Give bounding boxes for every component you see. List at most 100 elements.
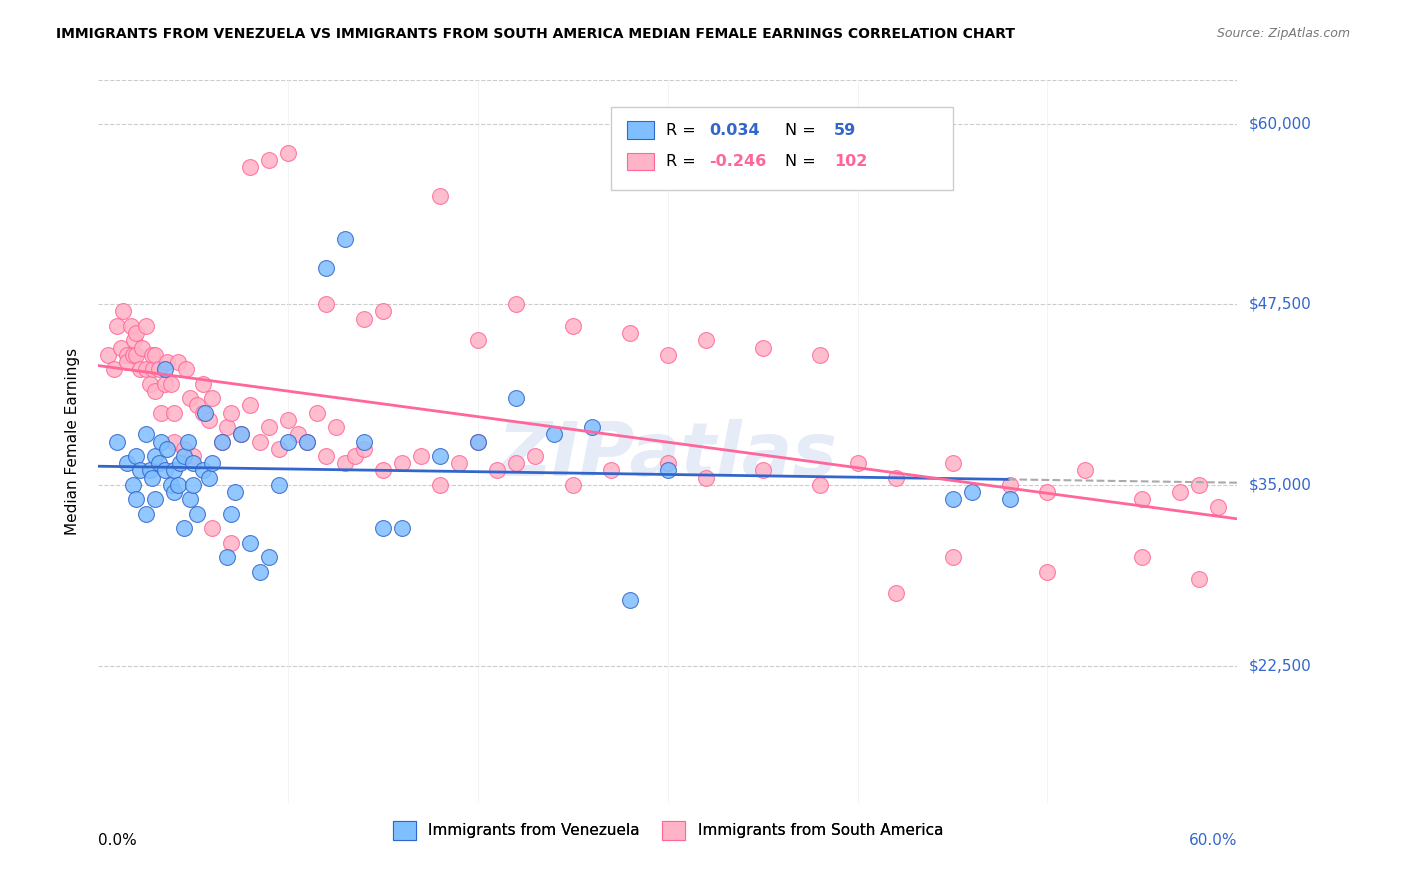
Point: [138, 463, 160, 477]
Point: [186, 398, 208, 412]
Point: [167, 478, 190, 492]
Point: [371, 521, 394, 535]
Point: [1132, 550, 1154, 565]
Point: [125, 449, 148, 463]
Point: [695, 334, 717, 348]
Point: [249, 565, 271, 579]
Point: [150, 434, 173, 449]
Point: [371, 304, 394, 318]
Point: [998, 478, 1021, 492]
Point: [153, 376, 176, 391]
Point: [176, 434, 198, 449]
Point: [884, 470, 907, 484]
Point: [467, 434, 489, 449]
Point: [1036, 565, 1059, 579]
Point: [1074, 463, 1097, 477]
Point: [353, 442, 375, 456]
Point: [581, 420, 603, 434]
Point: [183, 456, 205, 470]
Point: [505, 297, 527, 311]
Point: [335, 456, 357, 470]
Point: [325, 420, 347, 434]
Point: [239, 160, 262, 174]
Point: [259, 550, 281, 565]
Point: [148, 362, 170, 376]
Point: [121, 478, 143, 492]
Point: [159, 478, 181, 492]
Point: [429, 449, 451, 463]
Point: [695, 470, 717, 484]
Point: [201, 391, 224, 405]
Point: [125, 348, 148, 362]
Point: [191, 463, 214, 477]
Point: [183, 478, 205, 492]
Point: [259, 420, 281, 434]
Y-axis label: Median Female Earnings: Median Female Earnings: [65, 348, 80, 535]
Text: N =: N =: [785, 153, 821, 169]
Point: [186, 507, 208, 521]
Point: [150, 406, 173, 420]
Point: [201, 456, 224, 470]
Point: [657, 348, 679, 362]
Point: [657, 456, 679, 470]
Point: [391, 521, 413, 535]
Point: [1188, 572, 1211, 586]
Point: [173, 449, 195, 463]
Point: [277, 145, 299, 160]
Text: -0.246: -0.246: [709, 153, 766, 169]
Point: [135, 507, 157, 521]
Point: [1132, 492, 1154, 507]
Point: [167, 355, 190, 369]
Point: [467, 334, 489, 348]
Text: $22,500: $22,500: [1249, 658, 1312, 673]
Point: [1170, 485, 1192, 500]
Point: [315, 261, 337, 276]
Point: [305, 406, 328, 420]
Point: [163, 406, 186, 420]
Text: ZIPatlas: ZIPatlas: [498, 419, 838, 492]
Text: 102: 102: [834, 153, 868, 169]
Point: [942, 550, 965, 565]
Point: [141, 348, 163, 362]
Point: [194, 406, 217, 420]
Point: [221, 406, 243, 420]
Point: [353, 434, 375, 449]
Text: $60,000: $60,000: [1249, 116, 1312, 131]
Point: [125, 326, 148, 340]
Point: [391, 456, 413, 470]
Point: [297, 434, 319, 449]
Point: [998, 492, 1021, 507]
Point: [239, 398, 262, 412]
Point: [124, 334, 146, 348]
Point: [217, 550, 239, 565]
Point: [429, 189, 451, 203]
Point: [174, 362, 197, 376]
Point: [159, 376, 181, 391]
Point: [1036, 485, 1059, 500]
Point: [411, 449, 433, 463]
Point: [115, 355, 138, 369]
Text: N =: N =: [785, 122, 821, 137]
Point: [153, 463, 176, 477]
Point: [942, 492, 965, 507]
FancyBboxPatch shape: [612, 107, 953, 190]
Point: [287, 427, 309, 442]
Point: [163, 434, 186, 449]
Point: [115, 456, 138, 470]
Point: [142, 362, 165, 376]
Point: [153, 362, 176, 376]
Point: [169, 456, 191, 470]
Text: IMMIGRANTS FROM VENEZUELA VS IMMIGRANTS FROM SOUTH AMERICA MEDIAN FEMALE EARNING: IMMIGRANTS FROM VENEZUELA VS IMMIGRANTS …: [56, 27, 1015, 41]
Point: [543, 427, 565, 442]
Point: [129, 362, 152, 376]
Point: [562, 478, 585, 492]
Point: [353, 311, 375, 326]
Point: [277, 413, 299, 427]
Point: [125, 492, 148, 507]
Point: [211, 434, 233, 449]
Point: [600, 463, 623, 477]
Point: [505, 456, 527, 470]
Point: [808, 348, 831, 362]
Point: [335, 232, 357, 246]
Point: [156, 442, 179, 456]
